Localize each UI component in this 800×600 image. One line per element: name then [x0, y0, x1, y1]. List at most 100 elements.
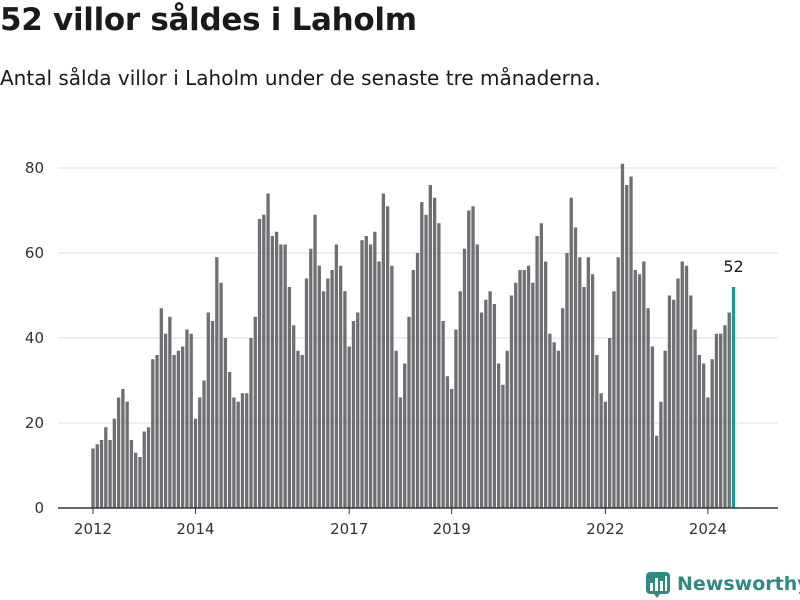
bar — [646, 308, 650, 508]
bar — [304, 278, 309, 508]
bar — [616, 257, 620, 508]
bars: 52 — [91, 163, 744, 508]
bar — [518, 270, 522, 508]
bar — [95, 444, 99, 508]
bar — [633, 270, 637, 508]
bar — [240, 393, 245, 508]
bar — [219, 282, 223, 508]
bar — [360, 240, 364, 508]
bar — [693, 329, 697, 508]
bar — [176, 350, 181, 508]
bar — [680, 261, 684, 508]
bar — [471, 206, 475, 508]
bar — [573, 227, 578, 508]
x-tick-label: 2022 — [586, 520, 624, 538]
bar — [445, 376, 450, 508]
bar — [552, 342, 556, 508]
bar — [697, 355, 701, 508]
bar — [437, 223, 441, 508]
bar — [637, 274, 642, 508]
bar — [151, 359, 155, 508]
bar — [454, 329, 458, 508]
bar — [710, 359, 714, 508]
bar — [603, 401, 608, 508]
bar — [522, 270, 526, 508]
bar — [347, 346, 351, 508]
bar — [706, 397, 710, 508]
brand-name: Newsworthy — [677, 573, 800, 595]
x-tick-label: 2012 — [74, 520, 112, 538]
bar — [129, 440, 134, 508]
bar — [121, 389, 125, 508]
bar — [582, 287, 586, 508]
bar — [586, 257, 590, 508]
bar — [403, 363, 407, 508]
bar — [514, 282, 518, 508]
bar — [326, 278, 330, 508]
bar — [479, 312, 484, 508]
bar — [193, 418, 198, 508]
chart-title: 52 villor såldes i Laholm — [0, 2, 417, 38]
bar — [292, 325, 296, 508]
bar — [531, 282, 535, 508]
bar — [116, 397, 121, 508]
bar — [266, 193, 270, 508]
bar — [343, 291, 347, 508]
bar — [663, 350, 667, 508]
bar — [339, 265, 343, 508]
bar — [629, 176, 633, 508]
highlight-value-label: 52 — [723, 257, 743, 276]
bar — [274, 231, 279, 508]
bar — [232, 397, 236, 508]
bar — [125, 401, 129, 508]
bar — [108, 440, 112, 508]
x-tick-label: 2017 — [330, 520, 368, 538]
bar — [223, 338, 228, 508]
bar — [330, 270, 334, 508]
bar — [701, 363, 706, 508]
bar — [535, 236, 539, 508]
bar — [381, 193, 386, 508]
bar — [556, 350, 561, 508]
bar — [99, 440, 104, 508]
bar — [262, 214, 266, 508]
bar — [599, 393, 603, 508]
bar — [155, 355, 159, 508]
bar — [488, 291, 492, 508]
bar — [569, 197, 573, 508]
bar — [714, 333, 719, 508]
bar — [407, 316, 411, 508]
bar — [467, 210, 471, 508]
bar — [543, 261, 548, 508]
brand-logo: Newsworthy — [645, 568, 800, 600]
bar — [356, 312, 360, 508]
bar — [138, 457, 142, 508]
bar — [283, 244, 287, 508]
bar — [163, 333, 168, 508]
bar — [432, 197, 437, 508]
bar — [411, 270, 415, 508]
bar — [168, 316, 172, 508]
bar — [134, 452, 138, 508]
bar — [142, 431, 146, 508]
bar — [364, 236, 368, 508]
bar — [548, 333, 552, 508]
bar — [317, 265, 321, 508]
bar — [394, 350, 398, 508]
bar — [505, 350, 509, 508]
bar — [620, 163, 625, 508]
bar — [428, 185, 432, 508]
bar — [689, 295, 693, 508]
bar — [398, 397, 403, 508]
bar — [189, 333, 193, 508]
x-tick-label: 2024 — [689, 520, 727, 538]
bar — [650, 346, 655, 508]
axes: 2012 2014 2017 2019 2022 2024 — [58, 507, 778, 538]
bar — [676, 278, 680, 508]
x-tick-label: 2014 — [176, 520, 214, 538]
bar — [642, 261, 646, 508]
bar — [385, 206, 390, 508]
bar — [497, 363, 501, 508]
bar — [300, 355, 304, 508]
bar — [253, 316, 257, 508]
